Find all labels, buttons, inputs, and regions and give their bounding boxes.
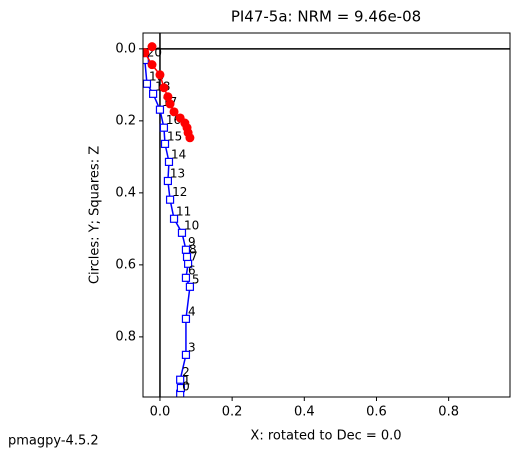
square-marker	[163, 176, 172, 186]
x-axis-label: X: rotated to Dec = 0.0	[250, 429, 401, 444]
point-label: 11	[176, 204, 191, 218]
point-label: 10	[184, 218, 199, 232]
point-label: 6	[188, 263, 196, 277]
square-marker	[181, 273, 191, 282]
square-marker	[181, 314, 191, 323]
point-label: 2	[182, 365, 190, 379]
square-marker	[185, 282, 195, 291]
x-tick-label: 0.8	[438, 405, 459, 420]
y-tick-label: 0.6	[115, 257, 136, 272]
y-axis-label: Circles: Y; Squares: Z	[88, 146, 103, 284]
square-marker	[181, 245, 191, 254]
x-tick-label: 0.0	[150, 405, 171, 420]
footer: pmagpy-4.5.2	[8, 434, 99, 449]
circle-marker	[159, 83, 169, 93]
square-marker	[177, 228, 187, 237]
y-tick-label: 0.0	[115, 41, 136, 56]
point-label: 12	[172, 185, 187, 199]
point-label: 7	[190, 249, 198, 263]
circle-marker	[155, 70, 165, 80]
point-label: 3	[188, 340, 196, 354]
square-marker	[160, 139, 170, 148]
circle-marker	[147, 42, 157, 52]
point-label: 13	[170, 166, 185, 180]
y-tick-label: 0.8	[115, 329, 136, 344]
point-label: 8	[189, 242, 197, 256]
axes-frame	[142, 32, 511, 398]
point-label: 5	[192, 272, 200, 286]
y-tick-label: 0.2	[115, 113, 136, 128]
square-marker	[176, 383, 185, 393]
point-label: 0	[182, 379, 190, 393]
point-label: 1	[183, 373, 191, 387]
square-marker	[169, 214, 179, 223]
x-tick-label: 0.6	[366, 405, 387, 420]
plot-area: 01234567891011121314151617181920	[143, 33, 510, 397]
circle-marker	[143, 48, 150, 58]
x-tick-label: 0.4	[294, 405, 315, 420]
circle-marker	[163, 92, 173, 102]
x-tick-label: 0.2	[222, 405, 243, 420]
square-marker	[176, 375, 185, 384]
square-marker	[155, 105, 165, 114]
circle-marker	[169, 107, 179, 117]
circle-marker	[165, 99, 175, 109]
point-label: 4	[188, 304, 196, 318]
chart-title: PI47-5a: NRM = 9.46e-08	[231, 8, 421, 26]
square-marker	[165, 195, 175, 204]
square-marker	[181, 350, 191, 359]
point-label: 15	[167, 129, 182, 143]
point-label: 9	[188, 235, 196, 249]
point-label: 14	[171, 147, 186, 161]
square-marker	[149, 89, 158, 98]
circle-marker	[147, 60, 157, 70]
y-tick-label: 0.4	[115, 185, 136, 200]
square-marker	[164, 157, 174, 166]
square-marker	[159, 123, 169, 132]
circle-marker	[185, 133, 195, 143]
